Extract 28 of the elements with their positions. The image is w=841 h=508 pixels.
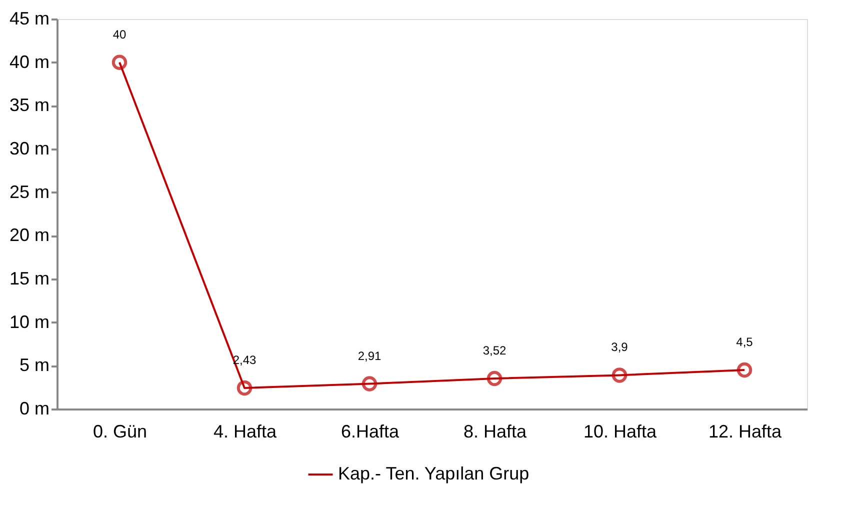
x-tick-label: 12. Hafta: [708, 422, 783, 442]
y-tick-label: 40 m: [9, 52, 50, 72]
x-tick-label: 10. Hafta: [583, 422, 658, 442]
x-tick-label: 0. Gün: [92, 422, 148, 442]
data-label: 2,91: [358, 348, 382, 363]
data-label: 4,5: [736, 335, 754, 349]
point: [362, 376, 378, 392]
y-tick-label: 45 m: [9, 8, 50, 28]
data-label: 3,52: [482, 343, 506, 358]
legend-label: Kap.- Ten. Yapılan Grup: [338, 464, 530, 484]
x-tick-label: 4. Hafta: [213, 422, 278, 442]
point: [736, 362, 752, 378]
x-tick-label: 8. Hafta: [463, 422, 528, 442]
x-tick-label: 6.Hafta: [340, 422, 400, 442]
data-label: 3,9: [611, 340, 628, 354]
y-tick-label: 0 m: [19, 398, 50, 418]
y-tick-label: 15 m: [9, 268, 50, 288]
y-tick-label: 35 m: [9, 95, 50, 116]
point: [612, 368, 628, 383]
y-tick-label: 10 m: [9, 312, 50, 332]
y-tick-label: 5 m: [19, 355, 50, 376]
point: [486, 370, 502, 386]
y-tick-label: 25 m: [9, 182, 50, 202]
y-tick-label: 20 m: [9, 225, 50, 246]
point: [112, 54, 128, 70]
point: [236, 380, 252, 396]
data-label: 40: [112, 27, 126, 42]
y-tick-label: 30 m: [9, 138, 50, 158]
